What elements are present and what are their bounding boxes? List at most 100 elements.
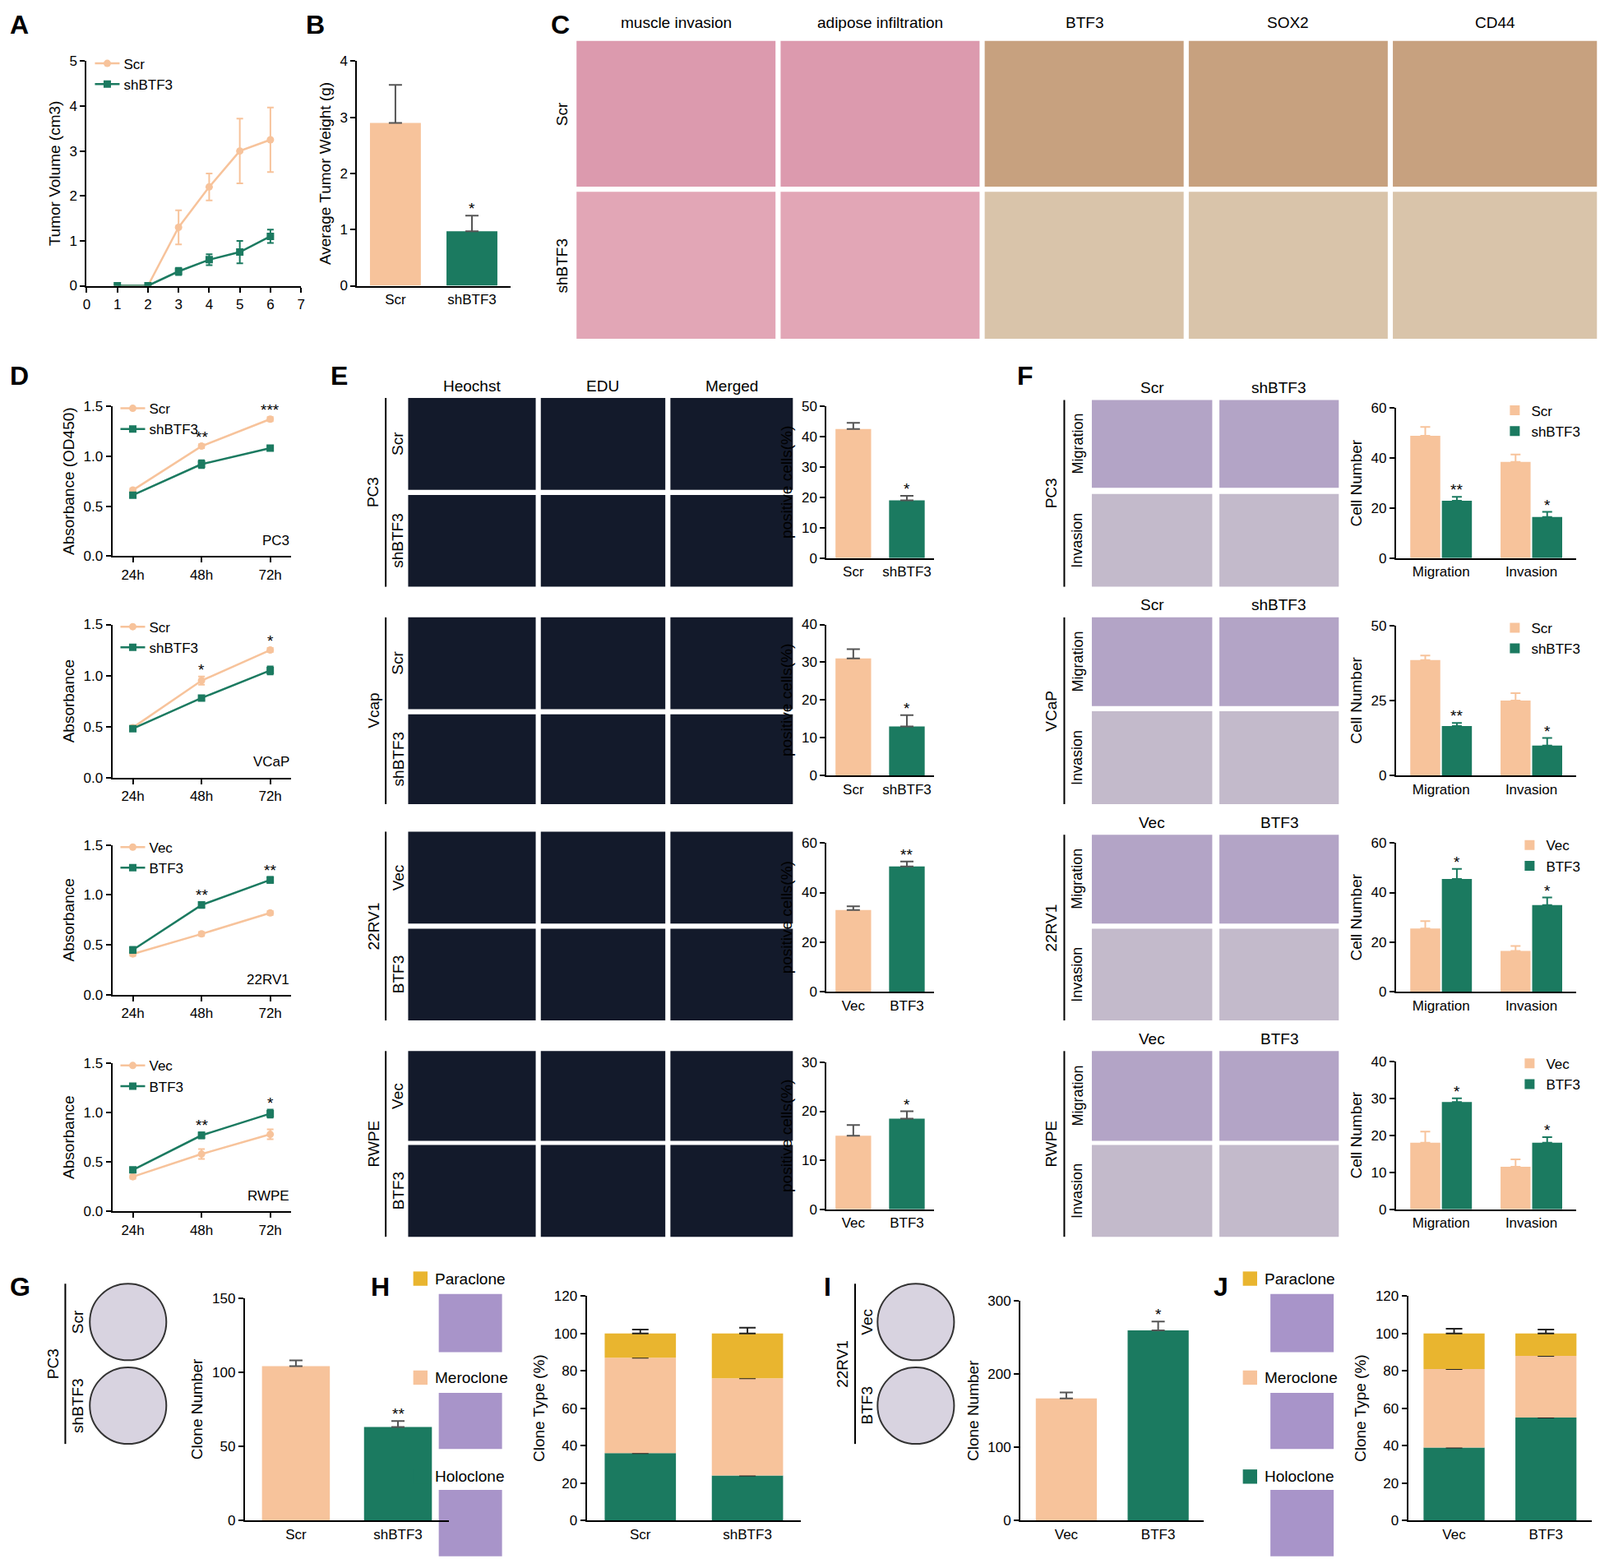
svg-text:BTF3: BTF3 <box>1260 1030 1299 1048</box>
svg-text:Cell Number: Cell Number <box>1347 1091 1365 1179</box>
svg-text:30: 30 <box>801 654 818 671</box>
svg-text:B: B <box>305 9 325 40</box>
svg-text:0.0: 0.0 <box>83 1203 103 1220</box>
svg-text:0.0: 0.0 <box>83 987 103 1004</box>
svg-text:Vec: Vec <box>1545 1056 1570 1073</box>
svg-text:22RV1: 22RV1 <box>1042 904 1060 953</box>
svg-text:48h: 48h <box>189 567 213 583</box>
svg-text:*: * <box>903 699 911 717</box>
svg-text:200: 200 <box>987 1366 1011 1383</box>
svg-text:Paraclone: Paraclone <box>434 1270 506 1288</box>
svg-text:*: * <box>468 199 476 218</box>
svg-text:BTF3: BTF3 <box>389 1171 407 1210</box>
svg-text:Scr: Scr <box>384 291 407 308</box>
svg-text:D: D <box>9 360 29 391</box>
svg-text:BTF3: BTF3 <box>148 1079 184 1096</box>
svg-text:positive cells(%): positive cells(%) <box>777 425 796 539</box>
svg-text:VCaP: VCaP <box>1042 690 1060 732</box>
svg-text:20: 20 <box>1370 934 1387 951</box>
svg-text:BTF3: BTF3 <box>889 998 925 1014</box>
svg-text:positive cells(%): positive cells(%) <box>777 860 796 974</box>
svg-text:22RV1: 22RV1 <box>246 971 290 988</box>
svg-text:0: 0 <box>227 1512 236 1529</box>
svg-text:Cell Number: Cell Number <box>1347 656 1365 745</box>
svg-text:*: * <box>1453 1082 1461 1101</box>
svg-text:shBTF3: shBTF3 <box>148 640 199 657</box>
svg-text:7: 7 <box>296 296 305 313</box>
svg-text:*: * <box>1544 722 1551 740</box>
svg-text:***: *** <box>260 401 280 419</box>
svg-text:Vec: Vec <box>148 1058 173 1074</box>
svg-text:20: 20 <box>801 490 818 506</box>
svg-text:Paraclone: Paraclone <box>1264 1270 1336 1288</box>
svg-text:Cell Number: Cell Number <box>1347 873 1365 961</box>
svg-text:**: ** <box>195 886 209 904</box>
svg-text:40: 40 <box>1370 884 1387 901</box>
svg-text:0.0: 0.0 <box>83 548 103 565</box>
svg-text:**: ** <box>195 428 209 446</box>
svg-text:Vcap: Vcap <box>365 692 383 728</box>
svg-text:Vec: Vec <box>841 1215 866 1231</box>
svg-text:Vec: Vec <box>1138 1030 1166 1048</box>
svg-text:30: 30 <box>801 459 818 476</box>
svg-text:shBTF3: shBTF3 <box>882 564 932 580</box>
svg-text:Absorbance: Absorbance <box>60 878 78 962</box>
svg-text:Migration: Migration <box>1412 1215 1471 1231</box>
svg-text:100: 100 <box>554 1326 578 1342</box>
svg-text:BTF3: BTF3 <box>1260 813 1299 832</box>
svg-text:80: 80 <box>1382 1363 1399 1379</box>
svg-text:positive cells(%): positive cells(%) <box>777 1079 796 1193</box>
svg-text:Scr: Scr <box>388 651 407 676</box>
svg-text:22RV1: 22RV1 <box>833 1340 851 1388</box>
svg-text:Invasion: Invasion <box>1505 781 1558 798</box>
svg-text:20: 20 <box>801 934 818 951</box>
svg-text:Invasion: Invasion <box>1505 1215 1558 1231</box>
svg-text:shBTF3: shBTF3 <box>1530 424 1581 440</box>
svg-text:1.0: 1.0 <box>83 887 103 903</box>
svg-text:*: * <box>903 480 911 498</box>
svg-text:Migration: Migration <box>1412 781 1471 798</box>
svg-text:60: 60 <box>801 835 818 851</box>
svg-text:*: * <box>267 1094 274 1112</box>
svg-text:0: 0 <box>1378 550 1387 567</box>
svg-text:shBTF3: shBTF3 <box>1251 596 1307 614</box>
svg-text:0.5: 0.5 <box>83 937 103 953</box>
svg-text:Vec: Vec <box>148 840 173 856</box>
svg-text:CD44: CD44 <box>1475 13 1516 32</box>
svg-text:1.5: 1.5 <box>83 837 103 854</box>
svg-text:Holoclone: Holoclone <box>1264 1467 1335 1485</box>
svg-text:4: 4 <box>205 296 213 313</box>
svg-text:H: H <box>370 1271 390 1302</box>
svg-text:Invasion: Invasion <box>1505 998 1558 1014</box>
svg-text:Vec: Vec <box>1138 813 1166 832</box>
svg-text:J: J <box>1213 1271 1229 1302</box>
svg-text:Vec: Vec <box>388 1082 407 1110</box>
svg-text:30: 30 <box>801 1054 818 1071</box>
svg-text:10: 10 <box>801 1152 818 1169</box>
svg-text:24h: 24h <box>120 567 144 583</box>
svg-text:5: 5 <box>235 296 244 313</box>
svg-text:Vec: Vec <box>1054 1526 1079 1543</box>
svg-text:Absorbance (OD450): Absorbance (OD450) <box>60 406 78 555</box>
svg-text:0.5: 0.5 <box>83 719 103 736</box>
svg-text:shBTF3: shBTF3 <box>373 1526 423 1543</box>
svg-text:BTF3: BTF3 <box>1528 1526 1564 1543</box>
svg-text:Meroclone: Meroclone <box>434 1368 509 1387</box>
svg-text:72h: 72h <box>258 1222 282 1239</box>
svg-text:Scr: Scr <box>148 619 171 636</box>
svg-text:4: 4 <box>340 53 348 70</box>
svg-text:*: * <box>1544 882 1551 900</box>
svg-text:shBTF3: shBTF3 <box>722 1526 773 1543</box>
svg-text:25: 25 <box>1370 693 1387 709</box>
svg-text:positive cells(%): positive cells(%) <box>777 643 796 757</box>
svg-text:Heochst: Heochst <box>443 377 501 395</box>
svg-text:BTF3: BTF3 <box>389 955 407 994</box>
svg-text:Vec: Vec <box>841 998 866 1014</box>
svg-text:0: 0 <box>83 296 91 313</box>
svg-text:Scr: Scr <box>1530 403 1553 420</box>
svg-text:C: C <box>550 9 570 40</box>
svg-text:Migration: Migration <box>1069 412 1087 474</box>
svg-text:0: 0 <box>340 277 348 294</box>
svg-text:0: 0 <box>809 550 817 567</box>
svg-text:20: 20 <box>801 692 818 708</box>
